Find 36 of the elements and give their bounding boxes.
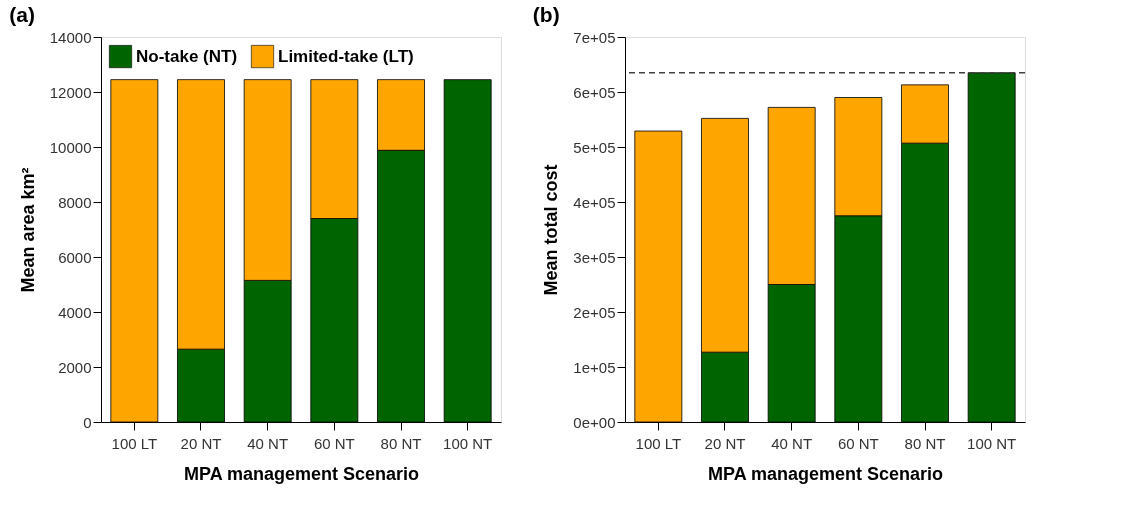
legend-label: Limited-take (LT) <box>278 46 414 66</box>
y-tick-label: 14000 <box>49 28 92 46</box>
y-axis-title: Mean area km² <box>17 167 38 293</box>
y-tick-label: 6000 <box>58 248 92 266</box>
x-tick-label: 40 NT <box>771 434 813 452</box>
y-tick-label: 12000 <box>49 83 92 101</box>
x-tick-label: 60 NT <box>313 434 355 452</box>
y-tick-label: 3e+05 <box>573 248 616 266</box>
x-axis-title: MPA management Scenario <box>707 463 944 484</box>
y-tick-label: 1e+05 <box>573 358 616 376</box>
y-tick-label: 0 <box>83 413 92 431</box>
x-tick-label: 100 LT <box>635 434 682 452</box>
legend-label: No-take (NT) <box>136 46 238 66</box>
x-tick-label: 20 NT <box>704 434 746 452</box>
y-tick-label: 8000 <box>58 193 92 211</box>
y-tick-label: 7e+05 <box>573 28 616 46</box>
x-tick-label: 20 NT <box>180 434 222 452</box>
x-tick-label: 100 LT <box>111 434 158 452</box>
x-tick-label: 80 NT <box>380 434 422 452</box>
y-tick-label: 5e+05 <box>573 138 616 156</box>
x-axis-title: MPA management Scenario <box>183 463 420 484</box>
y-axis-title: Mean total cost <box>541 164 562 296</box>
x-tick-label: 100 NT <box>443 434 493 452</box>
x-tick-label: 100 NT <box>967 434 1017 452</box>
x-tick-label: 80 NT <box>904 434 946 452</box>
x-tick-label: 60 NT <box>837 434 879 452</box>
y-tick-label: 2e+05 <box>573 303 616 321</box>
y-tick-label: 6e+05 <box>573 83 616 101</box>
y-tick-label: 4000 <box>58 303 92 321</box>
y-tick-label: 4e+05 <box>573 193 616 211</box>
chart-title: (a) <box>9 3 35 26</box>
chart-title: (b) <box>532 3 560 26</box>
y-tick-label: 0e+00 <box>573 413 616 431</box>
y-tick-label: 2000 <box>58 358 92 376</box>
x-tick-label: 40 NT <box>247 434 289 452</box>
y-tick-label: 10000 <box>49 138 92 156</box>
